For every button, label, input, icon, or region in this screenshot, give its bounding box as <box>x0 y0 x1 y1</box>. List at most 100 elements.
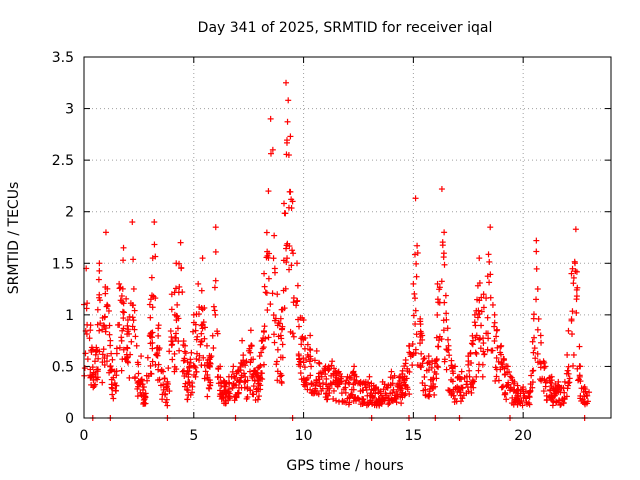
data-point <box>176 260 183 267</box>
data-point <box>273 358 280 365</box>
data-point <box>307 332 314 339</box>
data-point <box>205 384 212 391</box>
data-point <box>152 361 159 368</box>
data-point <box>541 359 548 366</box>
data-point <box>433 334 440 341</box>
data-point <box>178 264 185 271</box>
data-point <box>387 382 394 389</box>
data-point <box>298 341 305 348</box>
data-point <box>543 377 550 384</box>
data-point <box>108 350 115 357</box>
data-point <box>529 338 536 345</box>
data-point <box>513 388 520 395</box>
data-point <box>449 368 456 375</box>
data-point <box>271 232 278 239</box>
data-point <box>441 356 448 363</box>
data-point <box>258 349 265 356</box>
data-point <box>514 395 521 402</box>
data-point <box>91 358 98 365</box>
data-point <box>543 397 550 404</box>
data-point <box>531 334 538 341</box>
data-point <box>534 359 541 366</box>
x-tick-label: 10 <box>295 428 313 444</box>
data-point <box>158 366 165 373</box>
data-point <box>132 374 139 381</box>
data-point <box>535 315 542 322</box>
data-point <box>260 327 267 334</box>
data-point <box>564 351 571 358</box>
data-point <box>569 308 576 315</box>
data-point <box>443 316 450 323</box>
data-point <box>479 361 486 368</box>
data-point <box>99 379 106 386</box>
data-point <box>267 115 274 122</box>
data-point <box>194 333 201 340</box>
data-point <box>190 362 197 369</box>
data-point <box>204 374 211 381</box>
data-point <box>464 378 471 385</box>
data-point <box>414 242 421 249</box>
data-point <box>284 240 291 247</box>
data-point <box>420 356 427 363</box>
data-point <box>168 334 175 341</box>
data-point <box>82 350 89 357</box>
data-point <box>510 380 517 387</box>
data-point <box>283 137 290 144</box>
data-point <box>120 346 127 353</box>
data-point <box>87 374 94 381</box>
data-point <box>278 326 285 333</box>
data-point <box>466 367 473 374</box>
data-points <box>81 79 593 421</box>
data-point <box>335 369 342 376</box>
data-point <box>513 398 520 405</box>
data-point <box>241 379 248 386</box>
data-point <box>553 399 560 406</box>
data-point <box>289 330 296 337</box>
data-point <box>509 394 516 401</box>
data-point <box>401 373 408 380</box>
data-point <box>364 392 371 399</box>
y-tick-label: 3.5 <box>52 50 74 66</box>
data-point <box>557 402 564 409</box>
data-point <box>293 302 300 309</box>
data-point <box>558 401 565 408</box>
data-point <box>461 374 468 381</box>
data-point <box>189 379 196 386</box>
data-point <box>555 382 562 389</box>
data-point <box>497 343 504 350</box>
data-point <box>218 396 225 403</box>
data-point <box>395 374 402 381</box>
data-point <box>466 373 473 380</box>
data-point <box>189 328 196 335</box>
data-point <box>391 394 398 401</box>
data-point <box>117 284 124 291</box>
data-point <box>573 309 580 316</box>
data-point <box>417 333 424 340</box>
data-point <box>465 361 472 368</box>
data-point <box>174 325 181 332</box>
data-point <box>210 345 217 352</box>
data-point <box>412 307 419 314</box>
data-point <box>120 315 127 322</box>
data-point <box>509 377 516 384</box>
chart-title: Day 341 of 2025, SRMTID for receiver iqa… <box>198 20 493 36</box>
data-point <box>234 377 241 384</box>
data-point <box>480 304 487 311</box>
data-point <box>566 375 573 382</box>
data-point <box>206 356 213 363</box>
data-point <box>191 363 198 370</box>
plot-frame <box>83 56 612 419</box>
data-point <box>93 348 100 355</box>
data-point <box>153 351 160 358</box>
data-point <box>246 345 253 352</box>
data-point <box>95 276 102 283</box>
data-point <box>469 379 476 386</box>
data-point <box>226 380 233 387</box>
data-point <box>133 342 140 349</box>
data-point <box>222 397 229 404</box>
data-point <box>99 326 106 333</box>
data-point <box>123 295 130 302</box>
data-point <box>120 325 127 332</box>
data-point <box>142 390 149 397</box>
data-point <box>107 363 114 370</box>
